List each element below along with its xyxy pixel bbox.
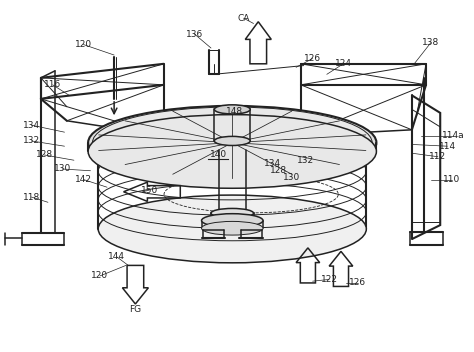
Ellipse shape — [201, 221, 263, 235]
Ellipse shape — [211, 208, 254, 218]
Text: 120: 120 — [75, 40, 92, 49]
Text: 126: 126 — [304, 54, 321, 63]
Text: 132: 132 — [297, 156, 314, 165]
Text: 140: 140 — [210, 150, 227, 159]
Text: CA: CA — [237, 14, 250, 23]
Text: 134: 134 — [23, 121, 40, 130]
Text: 124: 124 — [335, 59, 352, 68]
Ellipse shape — [88, 106, 376, 180]
Text: 134: 134 — [264, 159, 281, 168]
Ellipse shape — [88, 115, 376, 188]
Text: 126: 126 — [349, 278, 366, 288]
Ellipse shape — [92, 107, 372, 178]
Ellipse shape — [211, 215, 254, 224]
Ellipse shape — [214, 136, 250, 145]
Text: 116: 116 — [44, 80, 61, 89]
Text: FG: FG — [129, 305, 141, 314]
Text: 136: 136 — [186, 30, 203, 38]
Text: 128: 128 — [36, 150, 53, 159]
Text: 148: 148 — [226, 107, 243, 116]
Text: 130: 130 — [283, 173, 300, 182]
Ellipse shape — [214, 105, 250, 114]
Text: 110: 110 — [443, 175, 461, 184]
Ellipse shape — [98, 195, 366, 263]
Text: 142: 142 — [75, 175, 92, 184]
Text: 150: 150 — [141, 186, 158, 195]
Text: 132: 132 — [23, 137, 40, 145]
Ellipse shape — [201, 214, 263, 227]
Text: 128: 128 — [270, 166, 287, 175]
Text: 114a: 114a — [442, 131, 465, 140]
Text: 138: 138 — [422, 38, 439, 47]
Text: 114: 114 — [439, 142, 456, 151]
Text: 120: 120 — [91, 271, 109, 281]
Text: 118: 118 — [23, 193, 40, 202]
Text: 112: 112 — [429, 152, 447, 161]
Text: 122: 122 — [320, 275, 337, 284]
Text: 130: 130 — [54, 164, 71, 174]
Text: 144: 144 — [108, 252, 125, 261]
